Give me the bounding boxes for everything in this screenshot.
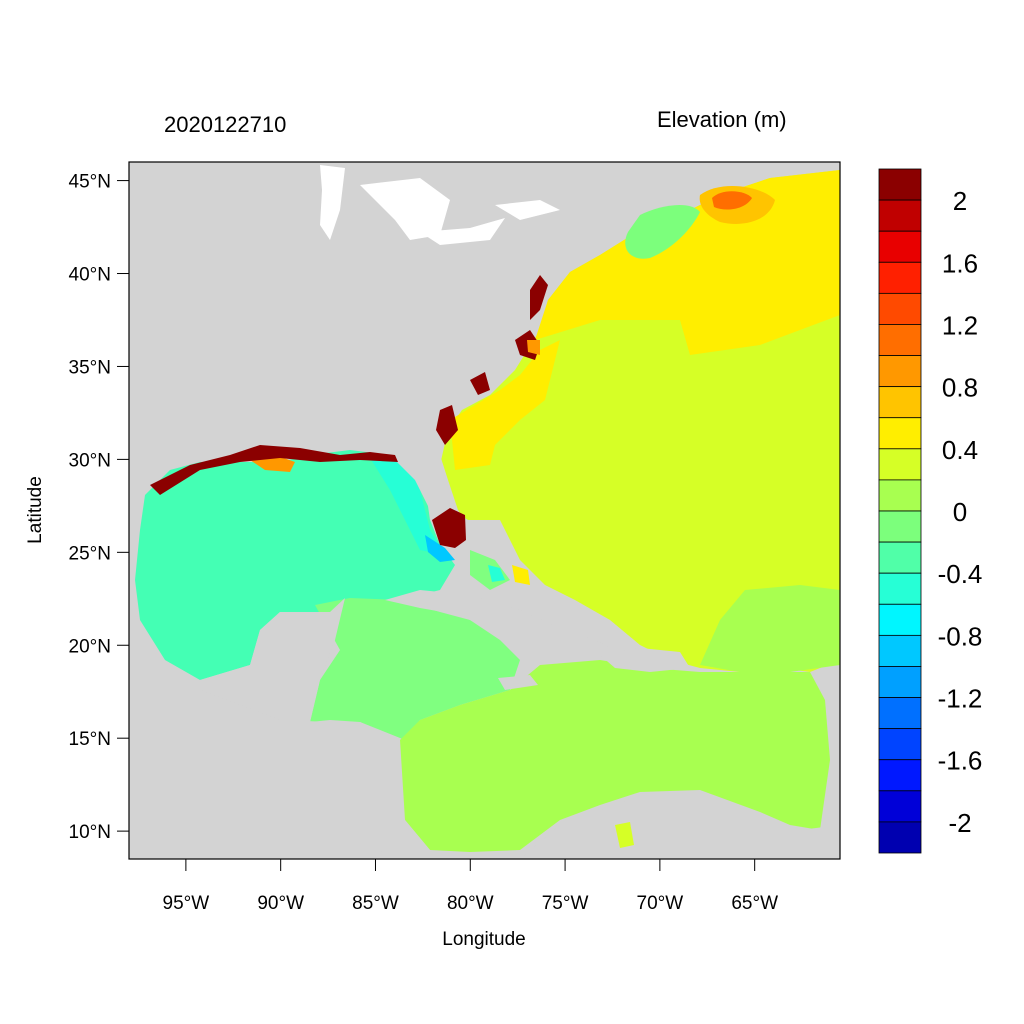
florida-blue xyxy=(425,535,455,562)
colorbar-swatch xyxy=(878,759,922,792)
colorbar: 2 1.6 1.2 0.8 0.4 0 -0.4 -0.8 -1.2 -1.6 -2 xyxy=(878,168,983,854)
plot-frame xyxy=(128,161,841,860)
great-lakes xyxy=(320,165,560,245)
south-america-land xyxy=(520,795,840,859)
lon-tick-label: 65°W xyxy=(731,893,778,914)
colorbar-label: 1.6 xyxy=(942,248,978,278)
longitude-axis: 95°W 90°W 85°W 80°W 75°W 70°W 65°W xyxy=(163,859,778,914)
colorbar-swatch xyxy=(878,821,922,854)
lat-tick-label: 40°N xyxy=(69,265,111,286)
colorbar-label: -0.8 xyxy=(938,621,983,651)
colorbar-swatch xyxy=(878,603,922,636)
colorbar-label: 0 xyxy=(953,497,967,527)
south-atlantic-green xyxy=(700,585,840,672)
caribbean-sea xyxy=(310,598,520,740)
jamaica-island xyxy=(498,675,538,690)
latitude-axis: 45°N 40°N 35°N 30°N 25°N 20°N 15°N 10°N xyxy=(69,172,129,843)
lat-tick-label: 10°N xyxy=(69,822,111,843)
colorbar-swatch xyxy=(878,541,922,574)
colorbar-swatch xyxy=(878,199,922,232)
gulf-of-mexico xyxy=(135,450,455,680)
lon-tick-label: 85°W xyxy=(352,893,399,914)
lon-tick-label: 95°W xyxy=(163,893,210,914)
map-title-date: 2020122710 xyxy=(164,112,287,137)
bahamas-teal xyxy=(488,565,505,582)
lon-tick-label: 90°W xyxy=(257,893,304,914)
colorbar-label: 1.2 xyxy=(942,310,978,340)
bahamas-yellow xyxy=(512,565,530,585)
atlantic-yellow-belt xyxy=(535,170,840,355)
lon-tick-label: 70°W xyxy=(637,893,684,914)
colorbar-swatch xyxy=(878,230,922,263)
y-axis-label: Latitude xyxy=(25,476,46,544)
east-coast-surge xyxy=(436,275,548,445)
colorbar-swatch xyxy=(878,697,922,730)
colorbar-label: 2 xyxy=(953,186,967,216)
colorbar-swatch xyxy=(878,261,922,294)
map-title-variable: Elevation (m) xyxy=(657,107,787,132)
lat-tick-label: 30°N xyxy=(69,450,111,471)
colorbar-swatch xyxy=(878,510,922,543)
southeast-yellow-patch xyxy=(450,340,560,470)
colorbar-swatch xyxy=(878,355,922,388)
lon-tick-label: 75°W xyxy=(542,893,589,914)
colorbar-swatch xyxy=(878,479,922,512)
maine-red-core xyxy=(712,191,752,210)
colorbar-swatch xyxy=(878,386,922,419)
colorbar-label: -2 xyxy=(948,808,971,838)
colorbar-swatch xyxy=(878,790,922,823)
maracaibo-patch xyxy=(615,822,634,848)
lat-tick-label: 35°N xyxy=(69,357,111,378)
lat-tick-label: 45°N xyxy=(69,172,111,193)
colorbar-swatch xyxy=(878,728,922,761)
colorbar-swatch xyxy=(878,666,922,698)
lat-tick-label: 20°N xyxy=(69,636,111,657)
lon-tick-label: 80°W xyxy=(447,893,494,914)
west-florida-shelf xyxy=(370,458,445,555)
colorbar-swatch xyxy=(878,324,922,356)
florida-surge xyxy=(432,508,466,548)
colorbar-swatch xyxy=(878,572,922,605)
gulf-coast-surge xyxy=(150,445,398,495)
colorbar-swatch xyxy=(878,448,922,481)
colorbar-swatch xyxy=(878,634,922,667)
lat-tick-label: 15°N xyxy=(69,729,111,750)
colorbar-label: 0.8 xyxy=(942,373,978,403)
map-panel xyxy=(129,162,840,859)
x-axis-label: Longitude xyxy=(442,929,525,950)
colorbar-swatch xyxy=(878,168,922,201)
chesapeake-orange xyxy=(527,340,540,355)
cuba-island xyxy=(385,590,620,660)
colorbar-swatch xyxy=(878,292,922,325)
colorbar-label: -1.6 xyxy=(938,746,983,776)
caribbean-south xyxy=(395,660,830,852)
lat-tick-label: 25°N xyxy=(69,543,111,564)
colorbar-label: 0.4 xyxy=(942,435,978,465)
central-america-land xyxy=(129,700,430,859)
colorbar-swatch xyxy=(878,417,922,450)
hispaniola-island xyxy=(600,648,690,672)
colorbar-label: -1.2 xyxy=(938,684,983,714)
yucatan-land xyxy=(200,598,345,722)
colorbar-label: -0.4 xyxy=(938,559,983,589)
gulf-of-maine-green xyxy=(625,204,700,259)
